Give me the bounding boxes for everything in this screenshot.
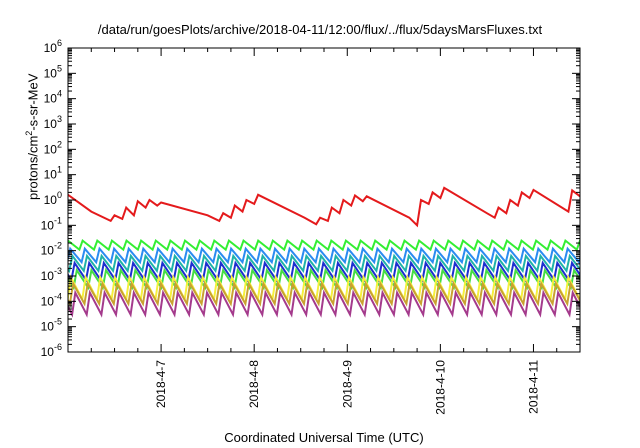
y-tick-label-1: 10-5 (41, 317, 62, 334)
y-tick-label-10: 104 (44, 89, 62, 106)
y-tick-base-4: 10 (41, 244, 55, 258)
x-tick-label-4: 2018-4-11 (526, 360, 540, 414)
y-tick-label-0: 10-6 (41, 342, 62, 359)
y-tick-label-3: 10-3 (41, 266, 62, 283)
y-tick-exp-5: -1 (54, 215, 62, 225)
chart-title: /data/run/goesPlots/archive/2018-04-11/1… (97, 22, 543, 37)
x-axis-label: Coordinated Universal Time (UTC) (224, 430, 424, 445)
y-tick-exp-3: -3 (54, 266, 62, 276)
y-tick-exp-11: 5 (57, 63, 62, 73)
series-line-3 (68, 253, 580, 274)
series-line-0 (68, 186, 580, 228)
y-tick-exp-1: -5 (54, 317, 62, 327)
y-tick-label-9: 103 (44, 114, 62, 131)
y-tick-exp-10: 4 (57, 89, 62, 99)
y-tick-base-9: 10 (44, 117, 58, 131)
y-tick-label-12: 106 (44, 38, 62, 55)
x-tick-label-2: 2018-4-9 (340, 360, 354, 408)
series-line-7 (68, 280, 580, 307)
y-tick-label-7: 101 (44, 165, 62, 182)
y-tick-label-8: 102 (44, 139, 62, 156)
x-tick-label-0: 2018-4-7 (154, 360, 168, 408)
y-tick-base-2: 10 (41, 294, 55, 308)
y-tick-exp-0: -6 (54, 342, 62, 352)
y-tick-base-11: 10 (44, 66, 58, 80)
y-tick-base-0: 10 (41, 345, 55, 359)
x-tick-label-1: 2018-4-8 (247, 360, 261, 408)
y-tick-base-3: 10 (41, 269, 55, 283)
x-tick-label-3: 2018-4-10 (433, 360, 447, 415)
y-tick-base-1: 10 (41, 320, 55, 334)
y-tick-exp-6: 0 (57, 190, 62, 200)
series-line-1 (68, 238, 580, 252)
y-tick-base-7: 10 (44, 168, 58, 182)
y-tick-label-11: 105 (44, 63, 62, 80)
y-tick-label-5: 10-1 (41, 215, 62, 232)
y-tick-exp-12: 6 (57, 38, 62, 48)
y-tick-label-6: 100 (44, 190, 62, 207)
series-line-4 (68, 260, 580, 283)
y-tick-exp-2: -4 (54, 291, 62, 301)
y-tick-base-8: 10 (44, 142, 58, 156)
y-tick-exp-7: 1 (57, 165, 62, 175)
y-tick-label-2: 10-4 (41, 291, 62, 308)
series-line-2 (68, 246, 580, 265)
series-layer (68, 186, 580, 318)
y-tick-base-6: 10 (44, 193, 58, 207)
plot-frame (67, 47, 581, 353)
y-tick-exp-4: -2 (54, 241, 62, 251)
y-tick-base-12: 10 (44, 41, 58, 55)
y-tick-base-10: 10 (44, 92, 58, 106)
y-tick-base-5: 10 (41, 218, 55, 232)
y-tick-exp-8: 2 (57, 139, 62, 149)
y-tick-exp-9: 3 (57, 114, 62, 124)
y-tick-label-4: 10-2 (41, 241, 62, 258)
series-line-8 (68, 289, 580, 318)
axis-layer: 10-610-510-410-310-210-11001011021031041… (41, 38, 581, 415)
series-line-5 (68, 267, 580, 291)
